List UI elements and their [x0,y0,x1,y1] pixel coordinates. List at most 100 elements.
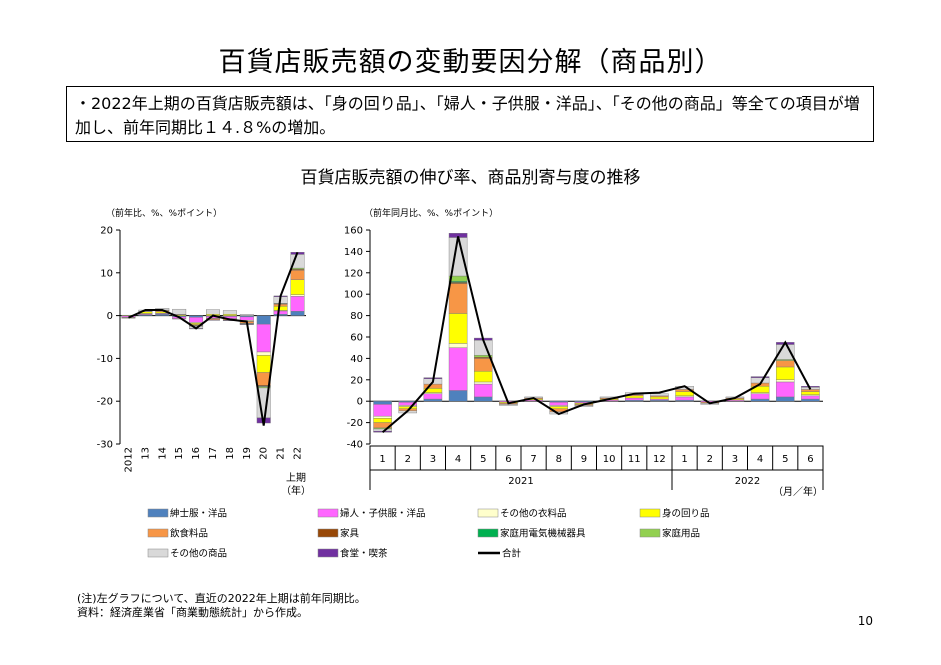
chart2-bar-segment [373,415,392,419]
chart2-bar-segment [473,396,493,402]
legend-label: 飲食料品 [170,528,208,540]
chart2-bar-segment [675,391,694,397]
legend-swatch [147,528,169,538]
chart2-unit-label: （前年同月比、%、%ポイント） [364,207,498,219]
legend-label: その他の商品 [170,548,227,560]
legend-label: 身の回り品 [662,508,710,520]
chart2-bar-segment [750,393,770,400]
chart2-bar-segment [801,391,820,395]
chart2-bar-segment [574,405,594,407]
footnote: (注)左グラフについて、直近の2022年上期は前年同期比。 [77,592,366,605]
chart2-x-tick-label: 1 [681,454,687,465]
chart2-y-tick-label: 60 [350,333,363,344]
legend-swatch [147,548,169,558]
legend-swatch [639,528,661,538]
page-title: 百貨店販売額の変動要因分解（商品別） [218,47,723,78]
chart2-bar-segment [675,396,694,401]
source-note: 資料：経済産業省「商業動態統計」から作成。 [77,606,308,619]
page-number: 10 [857,614,873,628]
chart2-bar-segment [801,386,820,388]
chart2-bar-segment [775,360,795,368]
chart2-x-tick-label: 11 [628,454,641,465]
chart1-bar-segment [172,318,187,320]
chart2-x-tick-label: 7 [530,454,536,465]
chart2-year-label: 2022 [735,476,760,487]
chart1-unit-label: （前年比、%、%ポイント） [106,207,222,219]
legend-label: 家具 [340,528,360,540]
chart2-bar-segment [473,383,493,398]
chart2-y-tick-label: 40 [350,354,363,365]
chart1-bar-segment [273,310,288,315]
chart2-bar-segment [549,402,569,406]
chart1-bar-segment [256,323,271,353]
chart1-total-line [128,251,299,426]
chart2-bar-segment [448,390,468,402]
chart2-x-tick-label: 4 [455,454,461,465]
chart2-x-tick-label: 8 [556,454,562,465]
chart1-bar-segment [189,315,204,318]
chart1-bar-segment [273,303,288,307]
chart2-y-tick-label: -20 [347,418,363,429]
legend-label: 家庭用品 [662,528,700,540]
chart2-x-tick-label: 5 [480,454,486,465]
chart1-x-tick-label: 16 [191,447,202,460]
chart2-bar-segment [624,397,644,401]
chart1-y-tick-label: -10 [97,354,113,365]
chart2-x-tick-label: 12 [653,454,666,465]
chart2-y-tick-label: 140 [344,247,363,258]
chart2-bar-segment [448,343,468,348]
chart2-x-tick-label: 6 [807,454,813,465]
chart2-bar-segment [473,381,493,385]
chart2-bar-segment [750,376,770,378]
chart1-x-unit: （年） [281,484,311,497]
chart1-bar-segment [256,355,271,373]
legend-swatch [317,528,339,538]
chart-subtitle: 百貨店販売額の伸び率、商品別寄与度の推移 [300,168,641,188]
chart2-bar-segment [801,395,820,400]
chart1-bar-segment [206,309,220,315]
chart2-bar-segment [448,283,468,314]
chart1-y-tick-label: 0 [107,311,113,322]
chart2-bar-segment [775,381,795,398]
chart2-y-tick-label: 0 [357,397,363,408]
chart2-bar-segment [373,401,392,405]
chart2-bar-segment [423,398,443,402]
chart2-bar-segment [473,371,493,383]
legend-swatch [477,528,499,538]
chart2-bar-segment [650,396,669,400]
chart1-x-tick-label: 17 [208,447,219,460]
chart1-y-tick-label: -30 [97,440,113,451]
chart2-x-tick-label: 1 [379,454,385,465]
chart1-x-last-label: 上期 [286,472,306,484]
chart2-x-tick-label: 3 [430,454,436,465]
chart2-y-tick-label: 20 [350,375,363,386]
chart2-bar-segment [775,379,795,383]
chart2-bar-segment [775,396,795,402]
chart2-x-tick-label: 3 [732,454,738,465]
chart2-x-tick-label: 6 [505,454,511,465]
chart2-bar-segment [750,398,770,402]
chart1-bar-segment [290,311,305,316]
summary-box: ・2022年上期の百貨店販売額は、「身の回り品」、「婦人・子供服・洋品」、「その… [66,86,874,142]
chart1-x-tick-label: 13 [140,447,151,460]
chart2-x-tick-label: 2 [405,454,411,465]
legend-swatch [639,508,661,518]
chart2-bar-segment [624,395,644,399]
chart2-bar-segment [650,393,669,397]
chart2-bar-segment [499,404,518,406]
legend-label: 食堂・喫茶 [340,548,388,560]
legend-swatch [147,508,169,518]
chart2-total-line [381,236,812,433]
chart2-x-tick-label: 5 [782,454,788,465]
chart1-x-tick-label: 21 [276,447,287,460]
chart2-bar-segment [775,366,795,380]
chart2-bar-segment [801,398,820,402]
chart1-bar-segment [239,314,254,316]
legend-swatch [317,548,339,558]
chart1-bar-segment [290,296,305,312]
chart2-y-tick-label: -40 [347,440,363,451]
legend-swatch [317,508,339,518]
chart1-y-tick-label: 10 [100,268,113,279]
legend-swatch [477,508,499,518]
